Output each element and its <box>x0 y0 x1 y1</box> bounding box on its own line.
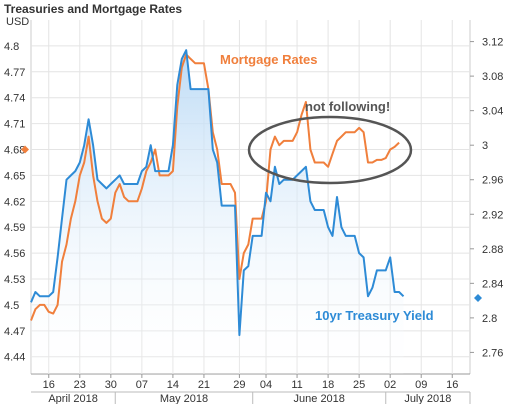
left-tick-label: 4.68 <box>4 145 25 157</box>
area-layer <box>31 50 404 374</box>
right-axis-value-marker <box>474 294 482 303</box>
right-tick-label: 3.12 <box>482 37 503 49</box>
right-tick-label: 3.04 <box>482 106 503 118</box>
x-tick-label: 30 <box>105 379 117 391</box>
x-tick-label: 18 <box>322 379 334 391</box>
x-tick-label: 07 <box>136 379 148 391</box>
chart-title: Treasuries and Mortgage Rates <box>4 2 183 16</box>
left-tick-label: 4.8 <box>4 41 19 53</box>
mortgage-series-label: Mortgage Rates <box>220 52 318 67</box>
left-tick-label: 4.5 <box>4 300 19 312</box>
x-tick-label: 29 <box>233 379 245 391</box>
treasury-series-label: 10yr Treasury Yield <box>315 308 434 323</box>
x-tick-label: 25 <box>353 379 365 391</box>
month-label: June 2018 <box>294 393 345 404</box>
month-label: April 2018 <box>48 393 98 404</box>
left-tick-label: 4.74 <box>4 93 25 105</box>
right-tick-label: 2.8 <box>482 313 497 325</box>
left-tick-label: 4.56 <box>4 248 25 260</box>
left-tick-label: 4.71 <box>4 119 25 131</box>
right-tick-label: 2.88 <box>482 244 503 256</box>
x-tick-label: 09 <box>415 379 427 391</box>
x-tick-label: 16 <box>43 379 55 391</box>
right-tick-label: 3.08 <box>482 71 503 83</box>
left-tick-label: 4.65 <box>4 170 25 182</box>
treasury-yield-line <box>30 49 405 337</box>
left-tick-label: 4.47 <box>4 326 25 338</box>
annotation-layer: not following! Mortgage Rates 10yr Treas… <box>21 52 482 323</box>
x-tick-label: 11 <box>291 379 302 391</box>
left-tick-label: 4.77 <box>4 67 25 79</box>
right-tick-label: 2.96 <box>482 175 503 187</box>
left-axis-value-marker <box>21 145 29 154</box>
left-axis-title: USD <box>6 16 29 28</box>
x-tick-label: 23 <box>74 379 86 391</box>
x-tick-label: 02 <box>384 379 396 391</box>
x-tick-label: 21 <box>198 379 210 391</box>
treasury-area-fill <box>31 50 404 374</box>
callout-ring <box>247 115 413 185</box>
right-tick-label: 3 <box>482 140 488 152</box>
line-layer <box>30 49 405 337</box>
axis-layer: USD 4.44 4.47 4.5 4.53 4.56 4.59 4.62 4.65 4.68 4… <box>4 16 503 404</box>
x-tick-label: 16 <box>446 379 458 391</box>
x-tick-label: 04 <box>260 379 272 391</box>
right-tick-label: 2.76 <box>482 347 503 359</box>
mortgage-rate-line <box>30 53 400 321</box>
left-tick-label: 4.53 <box>4 274 25 286</box>
left-tick-label: 4.62 <box>4 196 25 208</box>
right-tick-label: 2.92 <box>482 209 503 221</box>
month-label: July 2018 <box>404 393 451 404</box>
left-tick-label: 4.59 <box>4 222 25 234</box>
month-label: May 2018 <box>160 393 208 404</box>
left-tick-label: 4.44 <box>4 352 25 364</box>
x-tick-label: 14 <box>167 379 179 391</box>
callout-text: not following! <box>305 99 390 114</box>
right-tick-label: 2.84 <box>482 278 503 290</box>
